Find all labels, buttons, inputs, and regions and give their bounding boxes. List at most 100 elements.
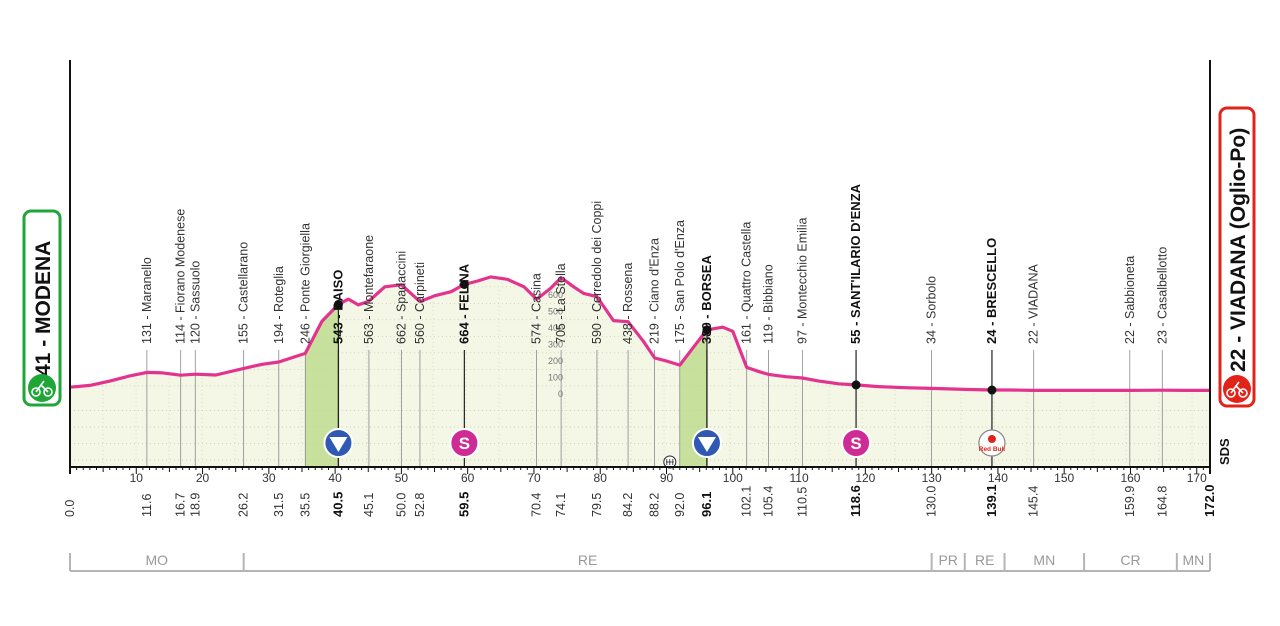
waypoint-distance: 96.1: [699, 492, 714, 517]
elevation-tick-label: 500: [548, 307, 563, 317]
waypoint-label: 662 - Spadaccini: [394, 251, 408, 344]
waypoint-distance: 16.7: [174, 493, 188, 517]
axis-tick-label: 90: [660, 471, 674, 485]
axis-tick-label: 120: [855, 471, 875, 485]
province-label: MN: [1183, 552, 1205, 568]
elevation-tick-label: 600: [548, 290, 563, 300]
finish-cyclist-icon-frame: [1230, 381, 1244, 394]
waypoint-label: 664 - FELINA: [456, 263, 471, 344]
waypoint-label: 24 - BRESCELLO: [984, 238, 999, 344]
waypoint-distance: 11.6: [140, 494, 154, 517]
waypoint-label: 119 - Bibbiano: [762, 264, 776, 344]
start-box: [22, 209, 62, 407]
waypoint-distance: 139.1: [984, 484, 999, 517]
waypoint-distance: 35.5: [298, 493, 312, 517]
waypoint-dot: [851, 380, 861, 390]
waypoint-distance: 79.5: [590, 493, 604, 517]
waypoint-distance: 40.5: [330, 492, 345, 517]
province-label: MO: [146, 552, 169, 568]
sprint-letter: S: [850, 434, 861, 453]
waypoint-label: 705 - La Stella: [554, 263, 568, 344]
waypoint-distance: 92.0: [673, 493, 687, 517]
waypoint-distance: 110.5: [795, 487, 809, 517]
waypoint-distances: 0.0 11.6 16.7 18.9 26.2 31.5 35.5 40.5 45.1 50.0 5…: [63, 484, 1217, 517]
sprint-badge: [841, 428, 872, 458]
sprint-badge: [449, 428, 480, 458]
finish-marker: 22 - VIADANA (Oglio-Po): [1218, 106, 1256, 408]
waypoint-dot: [459, 279, 469, 289]
waypoint-label: 120 - Sassuolo: [188, 261, 202, 344]
start-cyclist-icon-frame: [35, 380, 49, 393]
intermediate-badges: 3 S 3 S Red Bull: [323, 428, 1006, 469]
waypoint-label: 131 - Maranello: [140, 257, 154, 344]
elevation-tick-label: 0: [558, 389, 563, 399]
profile-area: [70, 276, 1210, 467]
waypoint-distance: 50.0: [394, 493, 408, 517]
profile-area-group: [70, 276, 1210, 467]
start-city-label: 41 - MODENA: [32, 241, 55, 376]
finish-box: [1218, 106, 1256, 408]
axis-tick-label: 50: [395, 471, 409, 485]
waypoint-label: 22 - VIADANA: [1027, 263, 1041, 344]
start-cyclist-icon: [28, 374, 56, 402]
waypoint-distance: 18.9: [188, 493, 202, 517]
waypoint-label: 560 - Carpineti: [413, 262, 427, 344]
waypoint-label: 543 - BAISO: [330, 270, 345, 344]
province-bar: MO RE PR RE MN CR MN: [69, 552, 1211, 572]
axis-tick-label: 160: [1120, 471, 1140, 485]
kom-triangle-icon: [329, 437, 348, 452]
axis-tick-label: 20: [196, 471, 210, 485]
waypoint-label: 22 - Sabbioneta: [1123, 256, 1137, 344]
sprint-letter: S: [459, 434, 470, 453]
finish-cyclist-icon-wheel: [1226, 388, 1236, 398]
province-label: PR: [938, 552, 957, 568]
waypoint-label: 97 - Montecchio Emilia: [795, 218, 809, 344]
province-label: RE: [578, 552, 597, 568]
waypoint-label: 175 - San Polo d'Enza: [673, 220, 687, 344]
bonus-badge-label: Red Bull: [979, 446, 1006, 453]
waypoint-dot: [333, 299, 343, 309]
waypoint-label: 219 - Ciano d'Enza: [648, 238, 662, 344]
waypoint-distance: 84.2: [621, 493, 635, 517]
waypoint-label: 246 - Ponte Giorgiella: [298, 223, 312, 344]
kom-triangle-icon: [697, 437, 716, 452]
waypoint-label: 155 - Castellarano: [237, 242, 251, 344]
finish-cyclist-icon: [1223, 375, 1251, 403]
waypoint-distance: 159.9: [1123, 486, 1137, 517]
feed-zone-icon-lines: [665, 459, 674, 465]
start-marker: 41 - MODENA: [22, 209, 62, 407]
brand-logo: SDS: [1217, 438, 1232, 465]
waypoint-label: 55 - SANT'ILARIO D'ENZA: [848, 183, 863, 344]
waypoint-leaders: [146, 304, 1163, 467]
waypoint-distance: 31.5: [272, 493, 286, 517]
province-label: MN: [1033, 552, 1055, 568]
elevation-scale: 0 100 200 300 400 500 600: [548, 290, 563, 399]
finish-city-label: 22 - VIADANA (Oglio-Po): [1227, 128, 1250, 372]
profile-line-group: [69, 275, 1210, 395]
waypoint-label: 438 - Rossena: [621, 263, 635, 344]
axis-tick-label: 80: [594, 471, 608, 485]
waypoint-dot: [987, 385, 997, 395]
start-cyclist-icon-wheel: [31, 387, 41, 397]
axis-tick-label: 70: [527, 471, 541, 485]
kom-category: 3: [704, 437, 710, 449]
waypoint-dot: [702, 325, 712, 335]
waypoint-distance: 70.4: [530, 493, 544, 517]
waypoint-distance: 130.0: [925, 486, 939, 517]
profile-line: [69, 275, 1210, 392]
waypoint-distance: 118.6: [848, 485, 863, 517]
waypoint-distance: 164.8: [1155, 486, 1169, 517]
axis-tick-label: 140: [988, 471, 1008, 485]
start-cyclist-icon-wheel: [43, 387, 53, 397]
elevation-tick-label: 100: [548, 373, 563, 383]
waypoint-distance: 145.4: [1027, 486, 1041, 517]
waypoint-labels: 131 - Maranello 114 - Fiorano Modenese 120…: [140, 183, 1169, 344]
waypoint-distance: 52.8: [413, 493, 427, 517]
elevation-tick-label: 200: [548, 356, 563, 366]
waypoint-distance: 105.4: [762, 486, 776, 517]
profile-grid: [70, 60, 1210, 467]
climb-highlight: [305, 304, 339, 467]
axis-tick-label: 60: [461, 471, 475, 485]
axis-tick-label: 170: [1187, 471, 1207, 485]
